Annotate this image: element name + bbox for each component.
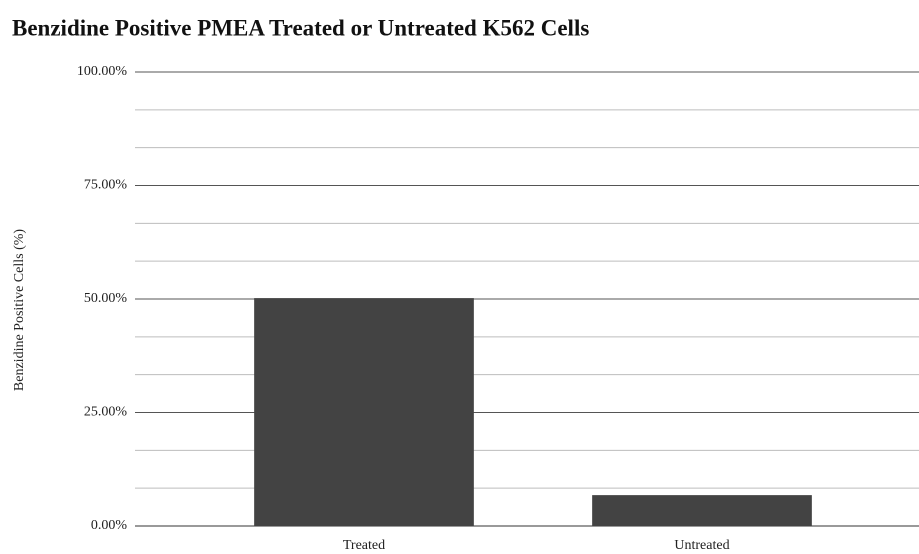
y-tick-label: 0.00% xyxy=(91,518,128,533)
chart-title: Benzidine Positive PMEA Treated or Untre… xyxy=(12,15,589,40)
y-tick-label: 100.00% xyxy=(77,64,128,79)
y-axis-label: Benzidine Positive Cells (%) xyxy=(12,229,27,391)
y-tick-label: 75.00% xyxy=(84,178,128,193)
x-tick-label: Untreated xyxy=(674,538,729,553)
bar xyxy=(254,298,474,526)
y-tick-label: 25.00% xyxy=(84,405,128,420)
y-tick-label: 50.00% xyxy=(84,291,128,306)
x-tick-label: Treated xyxy=(343,538,385,553)
bar xyxy=(592,495,812,526)
